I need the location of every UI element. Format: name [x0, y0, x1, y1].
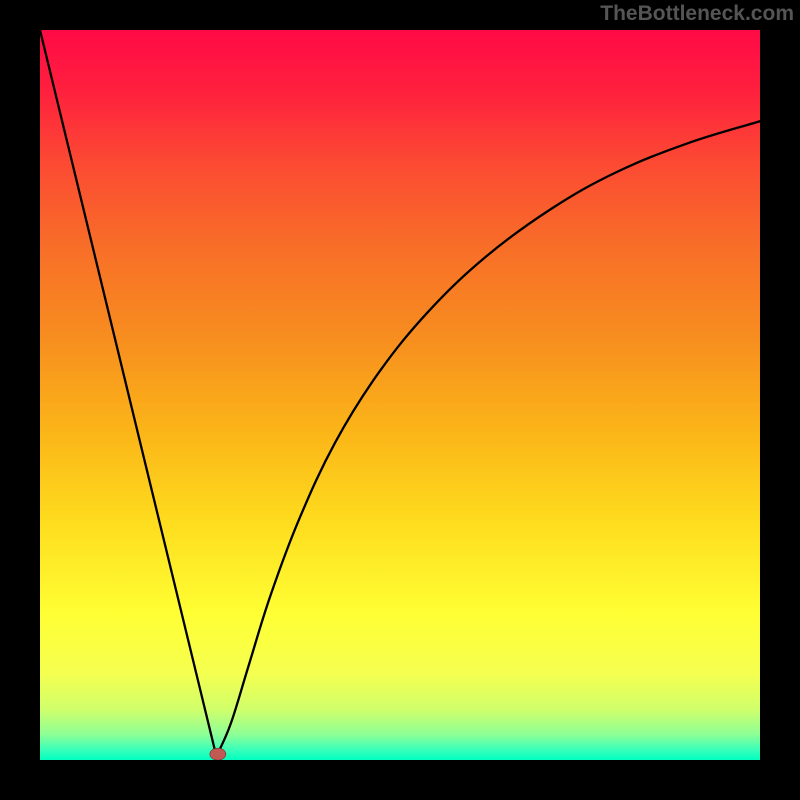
watermark-text: TheBottleneck.com [600, 2, 794, 26]
minimum-marker [210, 748, 226, 760]
chart-frame: TheBottleneck.com [0, 0, 800, 800]
plot-svg [40, 30, 760, 760]
gradient-background [40, 30, 760, 760]
plot-area [40, 30, 760, 760]
